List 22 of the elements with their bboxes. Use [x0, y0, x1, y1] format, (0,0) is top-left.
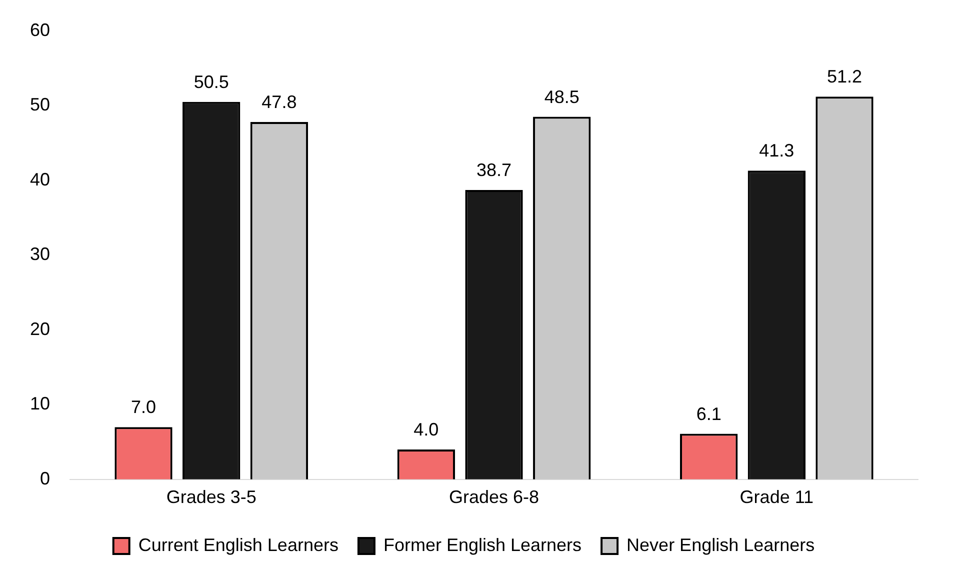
- data-label: 6.1: [696, 404, 722, 424]
- y-tick-label: 40: [30, 169, 50, 190]
- legend-label: Current English Learners: [138, 534, 338, 555]
- x-tick-label: Grade 11: [740, 487, 814, 508]
- data-label: 7.0: [130, 397, 156, 418]
- data-label: 51.2: [826, 66, 862, 87]
- legend-label: Never English Learners: [626, 534, 815, 555]
- x-tick-label: Grades 6-8: [448, 487, 540, 508]
- data-label: 48.5: [544, 86, 580, 107]
- y-tick-label: 20: [30, 318, 50, 339]
- legend-label: Former English Learners: [383, 534, 582, 555]
- data-label: 38.7: [476, 160, 512, 180]
- data-label: 47.8: [262, 92, 297, 112]
- x-tick-label: Grades 3-5: [166, 487, 256, 508]
- data-label: 41.3: [759, 140, 794, 161]
- y-tick-label: 60: [30, 20, 50, 40]
- y-tick-label: 50: [30, 94, 50, 115]
- data-label: 50.5: [194, 72, 229, 92]
- y-tick-label: 10: [30, 394, 50, 414]
- y-tick-label: 30: [30, 244, 50, 264]
- data-label: 4.0: [414, 419, 439, 440]
- y-tick-label: 0: [40, 468, 50, 488]
